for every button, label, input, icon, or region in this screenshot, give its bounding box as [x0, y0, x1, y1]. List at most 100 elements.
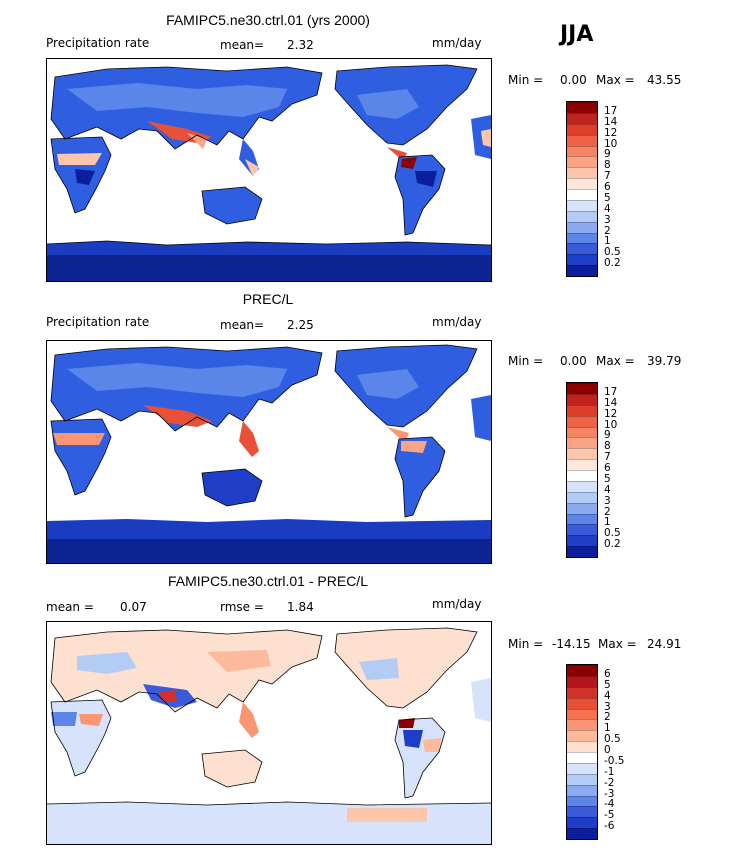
panel-2-map: [46, 340, 492, 564]
colorbar-swatch: [567, 426, 597, 438]
colorbar-tick-label: 5: [604, 472, 611, 485]
colorbar-swatch: [567, 123, 597, 135]
colorbar-swatch: [567, 806, 597, 818]
colorbar-tick-label: 2: [604, 224, 611, 237]
panel-3-rmse-label: rmse =: [220, 600, 264, 614]
colorbar-swatch: [567, 828, 597, 839]
colorbar-tick-label: 6: [604, 667, 611, 680]
colorbar-tick-label: 10: [604, 418, 618, 431]
colorbar-tick-label: 5: [604, 678, 611, 691]
colorbar-tick-label: 17: [604, 104, 618, 117]
colorbar-swatch: [567, 524, 597, 536]
colorbar-tick-label: 2: [604, 505, 611, 518]
colorbar-swatch: [567, 254, 597, 266]
colorbar-tick-label: -2: [604, 776, 615, 789]
colorbar-swatch: [567, 383, 597, 394]
panel-3-rmse-value: 1.84: [287, 600, 314, 614]
panel-1-field-label: Precipitation rate: [46, 36, 150, 50]
colorbar-tick-label: 4: [604, 202, 611, 215]
colorbar-tick-label: 4: [604, 689, 611, 702]
colorbar-swatch: [567, 513, 597, 525]
panel-3-max-label: Max =: [598, 637, 637, 651]
colorbar-tick-label: 7: [604, 451, 611, 464]
colorbar-tick-label: 0.2: [604, 257, 621, 270]
panel-1-colorbar: [566, 101, 598, 277]
colorbar-tick-label: 12: [604, 126, 618, 139]
panel-2-title: PREC/L: [242, 291, 294, 307]
panel-1-map: [46, 58, 492, 282]
colorbar-swatch: [567, 752, 597, 763]
colorbar-tick-label: 7: [604, 170, 611, 183]
panel-2-max-value: 39.79: [647, 354, 682, 368]
panel-1-units: mm/day: [432, 36, 482, 50]
colorbar-swatch: [567, 535, 597, 547]
panel-1-mean-label: mean=: [220, 38, 265, 52]
colorbar-swatch: [567, 199, 597, 211]
colorbar-swatch: [567, 134, 597, 146]
panel-3-max-value: 24.91: [647, 637, 682, 651]
colorbar-tick-label: 12: [604, 407, 618, 420]
colorbar-tick-label: 9: [604, 429, 611, 442]
colorbar-swatch: [567, 178, 597, 189]
season-label: JJA: [560, 22, 594, 47]
colorbar-swatch: [567, 491, 597, 503]
colorbar-tick-label: 3: [604, 494, 611, 507]
colorbar-tick-label: 17: [604, 385, 618, 398]
colorbar-swatch: [567, 546, 597, 557]
colorbar-swatch: [567, 404, 597, 416]
panel-3-min-value: -14.15: [552, 637, 591, 651]
panel-3-title: FAMIPC5.ne30.ctrl.01 - PREC/L: [168, 573, 368, 589]
colorbar-tick-label: 6: [604, 462, 611, 474]
colorbar-tick-label: 4: [604, 483, 611, 496]
colorbar-tick-label: 3: [604, 700, 611, 713]
colorbar-tick-label: -4: [604, 798, 615, 811]
panel-2-min-value: 0.00: [560, 354, 587, 368]
colorbar-swatch: [567, 156, 597, 168]
colorbar-swatch: [567, 459, 597, 470]
colorbar-tick-label: 1: [604, 516, 611, 529]
colorbar-tick-label: 1: [604, 722, 611, 735]
colorbar-swatch: [567, 741, 597, 752]
colorbar-swatch: [567, 675, 597, 687]
colorbar-swatch: [567, 437, 597, 449]
colorbar-swatch: [567, 189, 597, 200]
colorbar-swatch: [567, 448, 597, 460]
panel-1-mean-value: 2.32: [287, 38, 314, 52]
colorbar-swatch: [567, 817, 597, 829]
colorbar-swatch: [567, 112, 597, 124]
colorbar-swatch: [567, 773, 597, 785]
colorbar-tick-label: 0.5: [604, 527, 621, 540]
colorbar-swatch: [567, 762, 597, 774]
colorbar-swatch: [567, 265, 597, 276]
colorbar-swatch: [567, 697, 597, 709]
colorbar-tick-label: 0.2: [604, 538, 621, 551]
panel-1-min-value: 0.00: [560, 73, 587, 87]
colorbar-tick-label: 0.5: [604, 733, 621, 746]
colorbar-tick-label: -6: [604, 820, 615, 833]
colorbar-tick-label: 8: [604, 440, 611, 453]
colorbar-swatch: [567, 210, 597, 222]
colorbar-swatch: [567, 480, 597, 492]
panel-2-field-label: Precipitation rate: [46, 315, 150, 329]
colorbar-tick-label: 1: [604, 235, 611, 248]
colorbar-swatch: [567, 795, 597, 807]
colorbar-swatch: [567, 502, 597, 514]
colorbar-tick-label: -3: [604, 787, 615, 800]
panel-3-map-graphic: [47, 627, 491, 844]
panel-1-min-label: Min =: [508, 73, 544, 87]
colorbar-swatch: [567, 221, 597, 233]
colorbar-tick-label: -0.5: [604, 754, 625, 767]
colorbar-tick-label: 8: [604, 159, 611, 172]
panel-3-mean-label: mean =: [46, 600, 94, 614]
panel-2-map-graphic: [47, 344, 491, 563]
colorbar-tick-label: 0.5: [604, 246, 621, 259]
colorbar-swatch: [567, 719, 597, 731]
colorbar-swatch: [567, 167, 597, 179]
panel-2-units: mm/day: [432, 315, 482, 329]
colorbar-swatch: [567, 102, 597, 113]
colorbar-swatch: [567, 708, 597, 720]
colorbar-swatch: [567, 686, 597, 698]
colorbar-tick-label: 5: [604, 191, 611, 204]
colorbar-tick-label: 0: [604, 744, 611, 756]
panel-2-colorbar: [566, 382, 598, 558]
